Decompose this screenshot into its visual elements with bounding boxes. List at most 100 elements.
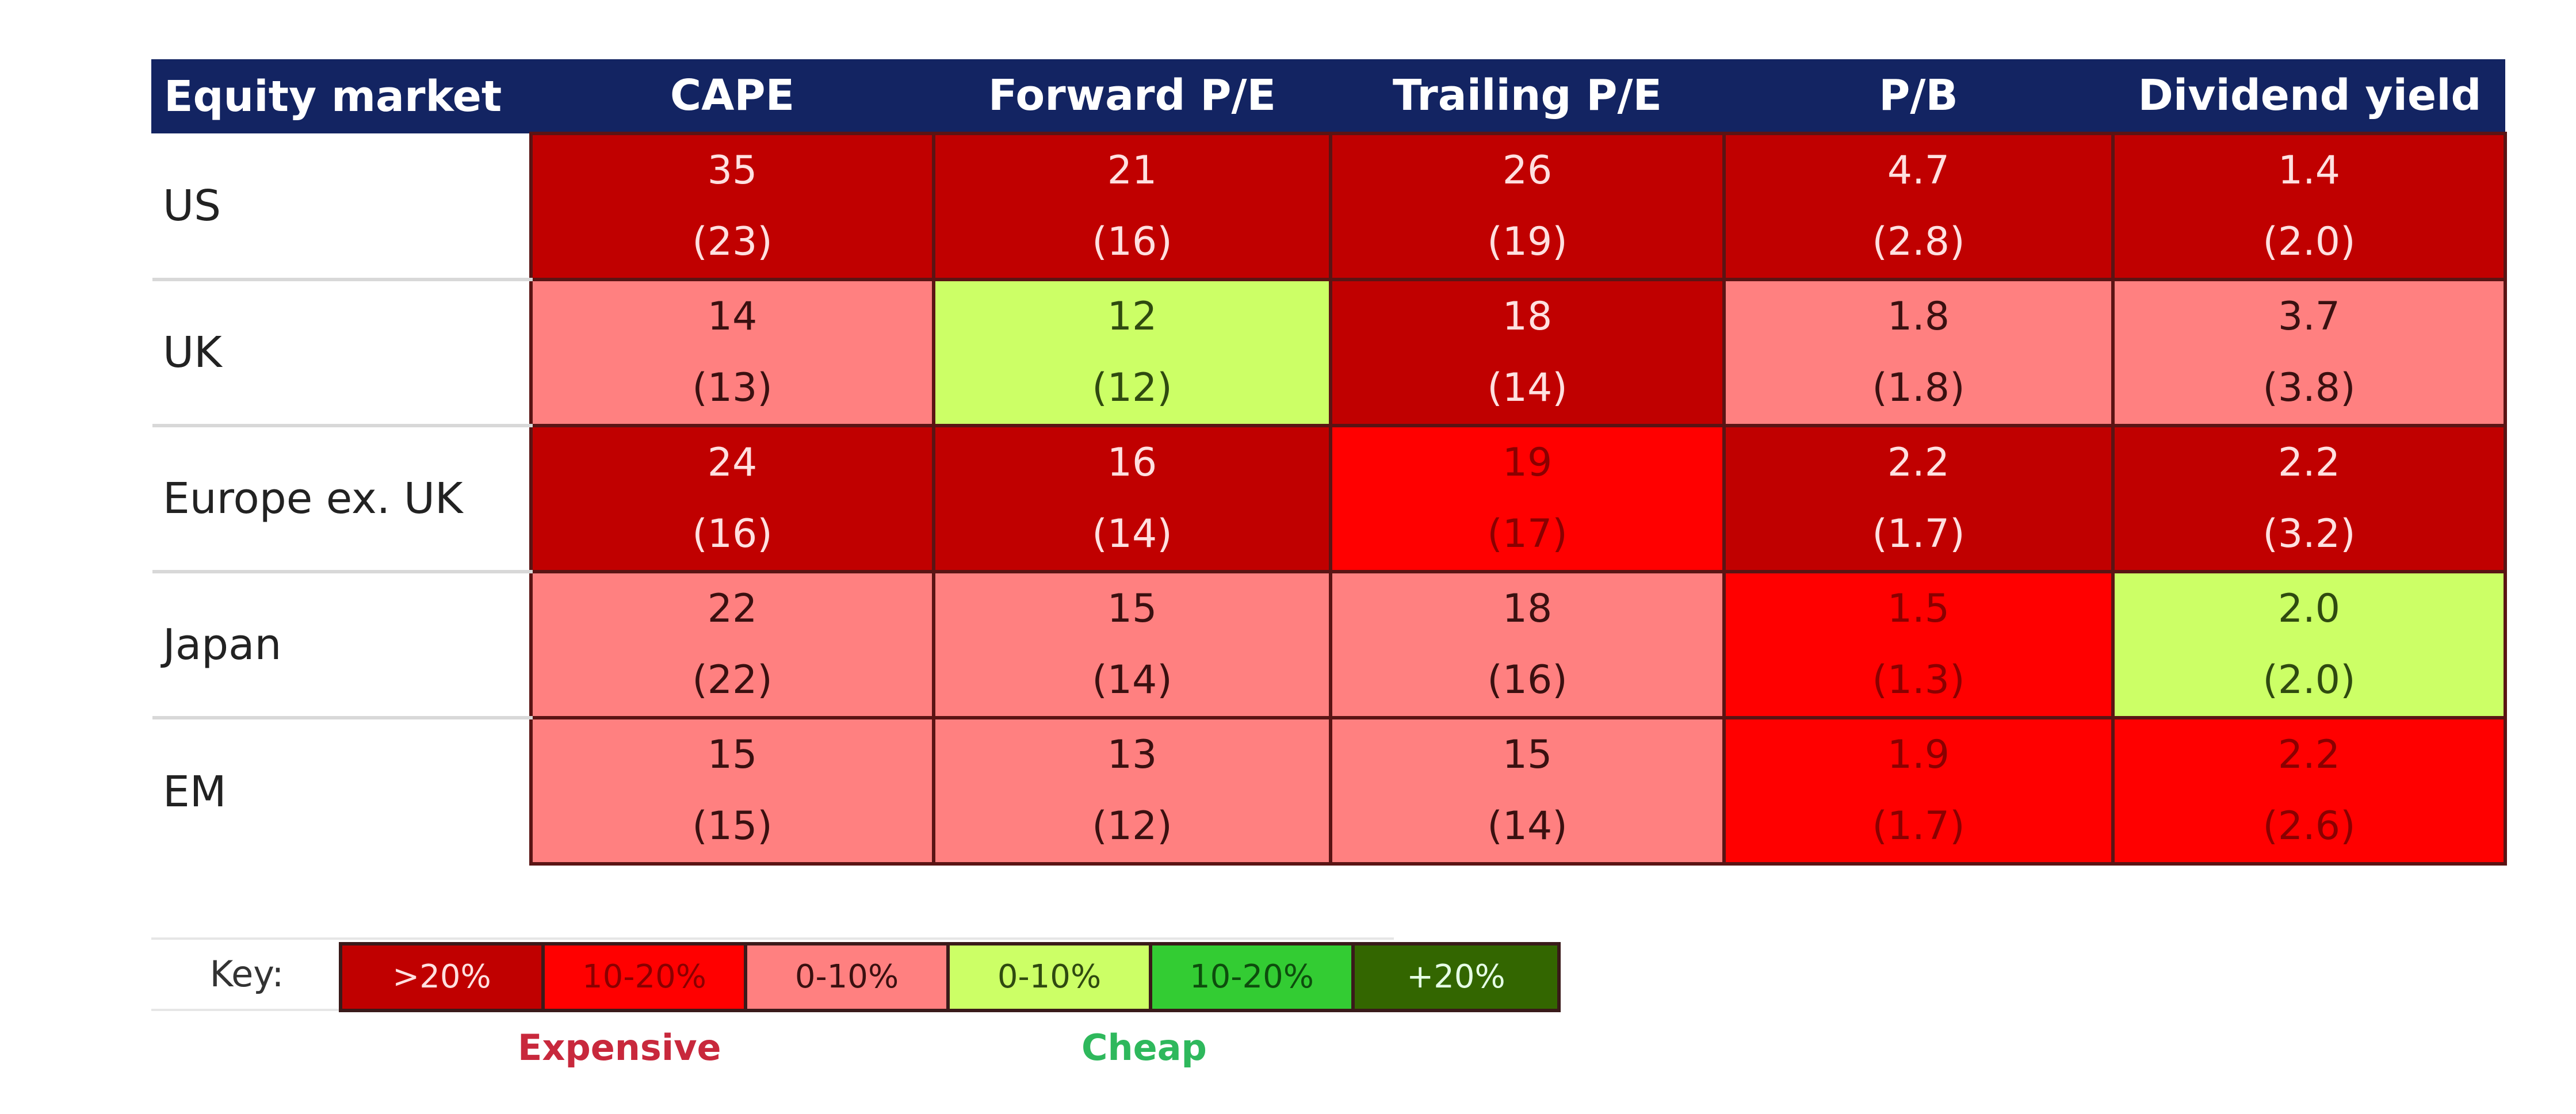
cell-value: 2.0	[2277, 586, 2341, 631]
cell-dividend-yield: 2.2 (2.6)	[2111, 716, 2507, 866]
cell-cape: 15 (15)	[529, 716, 935, 866]
market-name: Europe ex. UK	[152, 426, 531, 573]
cell-value: 13	[1107, 732, 1157, 778]
cell-value: 18	[1502, 586, 1553, 631]
cell-value: 22	[707, 586, 758, 631]
column-header-cape: CAPE	[530, 59, 934, 133]
cell-long-term-average: (2.8)	[1872, 219, 1965, 265]
column-header-pb: P/B	[1723, 59, 2113, 133]
cell-value: 2.2	[1887, 440, 1950, 485]
cell-long-term-average: (23)	[692, 219, 773, 265]
cell-trailing-pe: 18 (16)	[1329, 570, 1726, 719]
legend-cheap-label: Cheap	[1081, 1027, 1207, 1069]
cell-forward-pe: 16 (14)	[932, 424, 1332, 573]
cell-long-term-average: (16)	[1487, 657, 1568, 703]
cell-long-term-average: (3.8)	[2262, 365, 2356, 411]
legend: Key: >20% 10-20% 0-10% 0-10% 10-20% +20%	[151, 937, 1561, 1012]
market-name: UK	[152, 280, 531, 427]
cell-long-term-average: (2.0)	[2262, 657, 2356, 703]
table-row: UK 14 (13) 12 (12) 18 (14) 1.8 (1.8) 3.7 (3.8)	[152, 278, 2507, 427]
legend-swatch: 10-20%	[545, 945, 747, 1009]
cell-value: 1.8	[1887, 294, 1950, 339]
table-row: US 35 (23) 21 (16) 26 (19) 4.7 (2.8) 1.4 (2.0)	[152, 132, 2507, 281]
cell-cape: 22 (22)	[529, 570, 935, 719]
cell-value: 2.2	[2277, 732, 2341, 778]
cell-long-term-average: (14)	[1487, 365, 1568, 411]
cell-cape: 24 (16)	[529, 424, 935, 573]
cell-value: 1.4	[2277, 148, 2341, 193]
cell-trailing-pe: 26 (19)	[1329, 132, 1726, 281]
cell-pb: 1.8 (1.8)	[1722, 278, 2115, 427]
cell-value: 19	[1502, 440, 1553, 485]
table-body: US 35 (23) 21 (16) 26 (19) 4.7 (2.8) 1.4 (2.0) UK 14…	[152, 132, 2507, 866]
cell-trailing-pe: 19 (17)	[1329, 424, 1726, 573]
cell-value: 21	[1107, 148, 1157, 193]
cell-dividend-yield: 3.7 (3.8)	[2111, 278, 2507, 427]
column-header-equity-market: Equity market	[151, 59, 531, 133]
cell-cape: 35 (23)	[529, 132, 935, 281]
cell-trailing-pe: 18 (14)	[1329, 278, 1726, 427]
cell-long-term-average: (17)	[1487, 511, 1568, 557]
legend-swatch: +20%	[1355, 945, 1557, 1009]
legend-expensive-label: Expensive	[518, 1027, 721, 1069]
legend-swatch: 0-10%	[747, 945, 950, 1009]
table-row: EM 15 (15) 13 (12) 15 (14) 1.9 (1.7) 2.2 (2.6)	[152, 716, 2507, 866]
column-header-forward-pe: Forward P/E	[932, 59, 1331, 133]
cell-long-term-average: (14)	[1092, 657, 1172, 703]
cell-value: 15	[1107, 586, 1157, 631]
legend-swatch: 0-10%	[950, 945, 1152, 1009]
column-header-dividend-yield: Dividend yield	[2112, 59, 2505, 133]
cell-long-term-average: (15)	[692, 803, 773, 849]
cell-long-term-average: (2.0)	[2262, 219, 2356, 265]
legend-key-label: Key:	[209, 953, 284, 995]
cell-cape: 14 (13)	[529, 278, 935, 427]
cell-long-term-average: (14)	[1487, 803, 1568, 849]
cell-long-term-average: (1.7)	[1872, 511, 1965, 557]
cell-forward-pe: 12 (12)	[932, 278, 1332, 427]
market-name: EM	[152, 718, 531, 864]
cell-long-term-average: (14)	[1092, 511, 1172, 557]
cell-long-term-average: (12)	[1092, 365, 1172, 411]
legend-swatch: 10-20%	[1152, 945, 1355, 1009]
cell-long-term-average: (1.7)	[1872, 803, 1965, 849]
cell-forward-pe: 21 (16)	[932, 132, 1332, 281]
cell-long-term-average: (1.8)	[1872, 365, 1965, 411]
cell-value: 2.2	[2277, 440, 2341, 485]
cell-value: 16	[1107, 440, 1157, 485]
cell-value: 24	[707, 440, 758, 485]
cell-long-term-average: (3.2)	[2262, 511, 2356, 557]
table-row: Japan 22 (22) 15 (14) 18 (16) 1.5 (1.3) 2.0 (2.0)	[152, 570, 2507, 719]
cell-long-term-average: (22)	[692, 657, 773, 703]
cell-long-term-average: (19)	[1487, 219, 1568, 265]
cell-value: 1.5	[1887, 586, 1950, 631]
cell-dividend-yield: 1.4 (2.0)	[2111, 132, 2507, 281]
header-row: Equity market CAPE Forward P/E Trailing …	[151, 59, 2505, 133]
cell-value: 4.7	[1887, 148, 1950, 193]
cell-long-term-average: (13)	[692, 365, 773, 411]
cell-value: 1.9	[1887, 732, 1950, 778]
table-row: Europe ex. UK 24 (16) 16 (14) 19 (17) 2.2 (1.7) 2…	[152, 424, 2507, 573]
cell-pb: 2.2 (1.7)	[1722, 424, 2115, 573]
cell-value: 14	[707, 294, 758, 339]
cell-pb: 1.9 (1.7)	[1722, 716, 2115, 866]
cell-value: 35	[707, 148, 758, 193]
cell-value: 26	[1502, 148, 1553, 193]
cell-value: 12	[1107, 294, 1157, 339]
cell-value: 3.7	[2277, 294, 2341, 339]
cropped-title	[173, 0, 1668, 20]
cell-pb: 1.5 (1.3)	[1722, 570, 2115, 719]
cell-long-term-average: (12)	[1092, 803, 1172, 849]
cell-trailing-pe: 15 (14)	[1329, 716, 1726, 866]
cell-long-term-average: (16)	[692, 511, 773, 557]
market-name: US	[152, 133, 531, 281]
cell-long-term-average: (16)	[1092, 219, 1172, 265]
legend-swatches: >20% 10-20% 0-10% 0-10% 10-20% +20%	[339, 942, 1561, 1012]
cell-value: 15	[707, 732, 758, 778]
cell-long-term-average: (1.3)	[1872, 657, 1965, 703]
cell-forward-pe: 13 (12)	[932, 716, 1332, 866]
cell-dividend-yield: 2.2 (3.2)	[2111, 424, 2507, 573]
cell-pb: 4.7 (2.8)	[1722, 132, 2115, 281]
market-name: Japan	[152, 572, 531, 719]
cell-value: 18	[1502, 294, 1553, 339]
valuation-table: Equity market CAPE Forward P/E Trailing …	[151, 59, 2507, 866]
